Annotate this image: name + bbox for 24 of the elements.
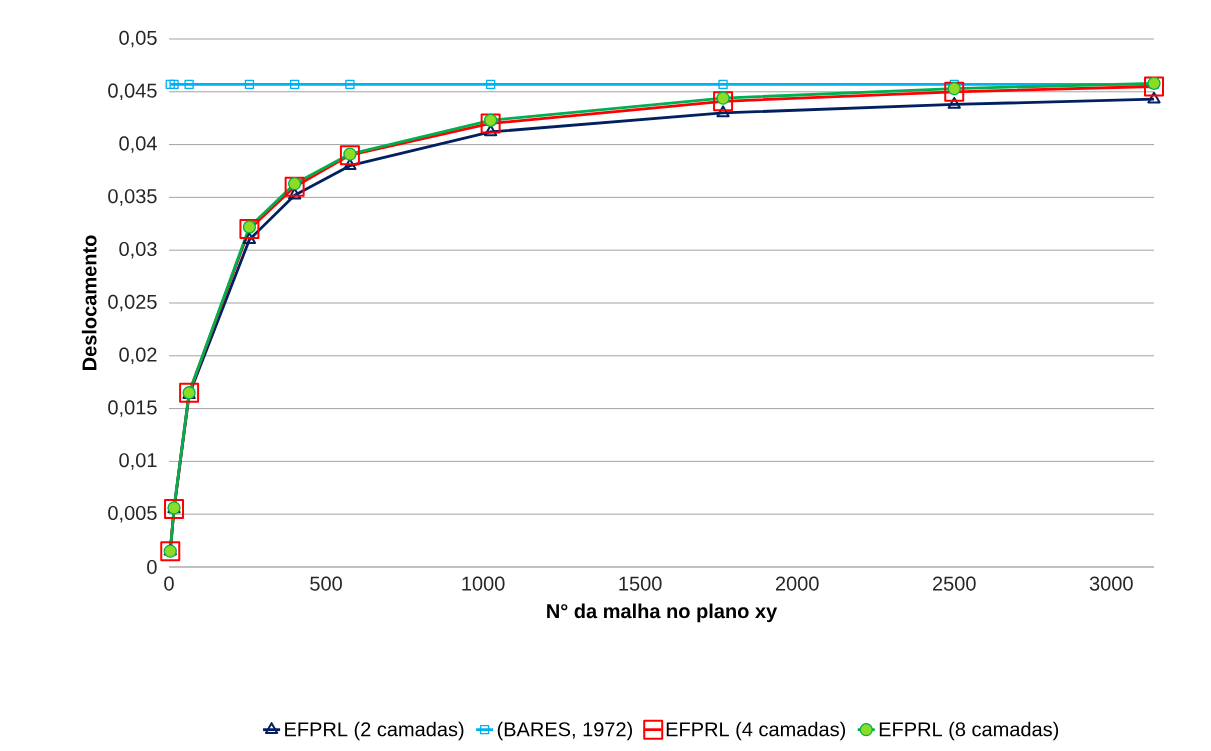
legend-label: EFPRL (4 camadas) [666, 721, 846, 741]
x-tick-label: 0 [164, 576, 174, 591]
y-tick-label: 0,04 [119, 136, 157, 153]
y-tick-label: 0,005 [108, 505, 157, 523]
y-axis-title: Deslocamento [81, 235, 97, 371]
x-tick-label: 3000 [1089, 576, 1133, 591]
y-tick-label: 0,01 [119, 453, 157, 470]
x-tick-label: 2500 [933, 576, 976, 591]
y-tick-label: 0,045 [108, 83, 157, 101]
y-tick-label: 0,03 [119, 241, 157, 259]
x-tick-label: 1500 [619, 576, 662, 591]
x-tick-label: 2000 [775, 576, 819, 591]
y-tick-label: 0,015 [108, 400, 157, 417]
legend-label: EFPRL (8 camadas) [879, 721, 1059, 741]
y-tick-label: 0,035 [108, 189, 157, 206]
y-tick-label: 0,05 [119, 30, 157, 48]
x-tick-label: 1000 [462, 576, 505, 591]
x-tick-label: 500 [310, 576, 342, 591]
y-tick-label: 0 [147, 559, 157, 575]
legend-label: EFPRL (2 camadas) [285, 721, 464, 741]
y-tick-label: 0,02 [119, 347, 157, 365]
x-axis-title: N° da malha no plano xy [547, 603, 778, 623]
y-tick-label: 0,025 [108, 294, 157, 312]
legend-label: (BARES, 1972) [497, 721, 633, 741]
